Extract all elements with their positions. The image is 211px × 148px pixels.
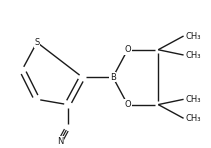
Text: O: O (124, 45, 131, 54)
Text: O: O (124, 100, 131, 109)
Text: CH₃: CH₃ (186, 114, 201, 123)
Text: B: B (110, 73, 116, 82)
Text: CH₃: CH₃ (186, 95, 201, 104)
Text: CH₃: CH₃ (186, 50, 201, 59)
Text: S: S (34, 38, 39, 47)
Text: N: N (57, 137, 63, 146)
Text: CH₃: CH₃ (186, 32, 201, 41)
